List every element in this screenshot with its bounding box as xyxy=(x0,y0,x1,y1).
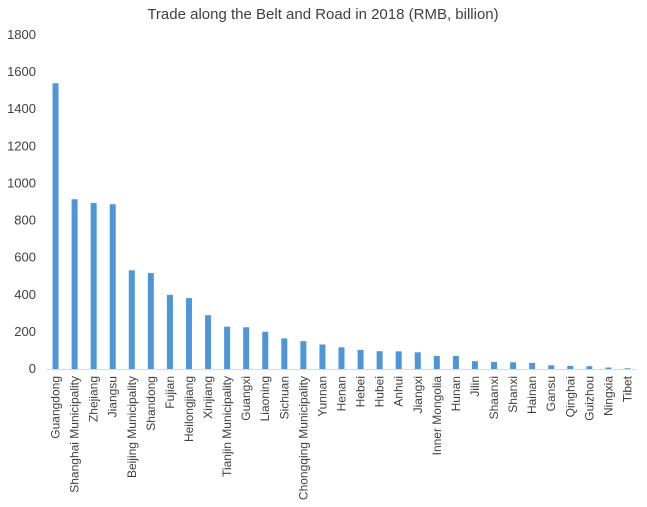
x-tick-label: Hunan xyxy=(449,376,463,411)
x-tick-label: Chongqing Municipality xyxy=(296,376,310,500)
bar xyxy=(433,356,440,369)
bar xyxy=(90,202,97,369)
bar xyxy=(300,341,307,369)
y-tick-label: 800 xyxy=(14,213,36,228)
bar xyxy=(567,365,574,369)
bar xyxy=(262,331,269,369)
y-tick-label: 1600 xyxy=(7,64,36,79)
bar xyxy=(624,368,631,369)
x-tick-label: Yunnan xyxy=(315,376,329,417)
bar xyxy=(529,362,536,369)
bar xyxy=(357,349,364,369)
bar xyxy=(52,83,59,370)
y-tick-label: 200 xyxy=(14,324,36,339)
bar xyxy=(452,356,459,369)
x-tick-label: Tibet xyxy=(620,375,634,402)
x-tick-label: Tianjin Municipality xyxy=(220,376,234,477)
x-tick-label: Xinjiang xyxy=(201,376,215,419)
bar xyxy=(166,294,173,369)
x-tick-label: Jilin xyxy=(468,376,482,397)
x-tick-label: Henan xyxy=(335,376,349,411)
x-tick-label: Shanghai Municipality xyxy=(68,376,82,493)
bar xyxy=(510,362,517,369)
bar xyxy=(243,327,250,369)
chart-title: Trade along the Belt and Road in 2018 (R… xyxy=(147,6,498,23)
x-tick-label: Anhui xyxy=(392,376,406,407)
bar xyxy=(147,273,154,369)
x-tick-label: Shanxi xyxy=(506,376,520,413)
y-axis: 0 200 400 600 800 1000 1200 1400 1600 1800 xyxy=(7,27,36,376)
bar xyxy=(491,361,498,369)
y-tick-label: 400 xyxy=(14,287,36,302)
bar xyxy=(109,204,116,369)
x-tick-label: Jiangxi xyxy=(411,376,425,413)
x-tick-label: Heilongjiang xyxy=(182,376,196,442)
y-tick-label: 1800 xyxy=(7,27,36,42)
bar xyxy=(128,270,135,369)
bar xyxy=(224,326,231,369)
bar xyxy=(605,367,612,369)
x-tick-label: Ningxia xyxy=(601,376,615,416)
y-tick-label: 1400 xyxy=(7,101,36,116)
bar xyxy=(471,361,478,369)
x-tick-label: Shaanxi xyxy=(487,376,501,419)
x-tick-label: Inner Mongolia xyxy=(430,376,444,456)
x-tick-label: Zhejiang xyxy=(87,376,101,422)
y-tick-label: 1000 xyxy=(7,175,36,190)
bar xyxy=(395,351,402,369)
x-tick-label: Hubei xyxy=(373,376,387,407)
x-tick-label: Gansu xyxy=(544,376,558,411)
x-tick-label: Hainan xyxy=(525,376,539,414)
bar xyxy=(185,298,192,369)
y-tick-label: 1200 xyxy=(7,138,36,153)
bar xyxy=(414,352,421,369)
x-tick-label: Guizhou xyxy=(582,376,596,421)
bar xyxy=(548,365,555,369)
bar xyxy=(205,315,212,369)
bar xyxy=(376,351,383,369)
x-tick-label: Guangxi xyxy=(239,376,253,421)
bars xyxy=(52,83,631,370)
x-tick-label: Hebei xyxy=(354,376,368,407)
x-tick-label: Jiangsu xyxy=(106,376,120,417)
bar xyxy=(338,347,345,369)
x-tick-label: Fujian xyxy=(163,376,177,409)
x-tick-label: Sichuan xyxy=(277,376,291,419)
x-tick-label: Qinghai xyxy=(563,376,577,417)
x-tick-label: Beijing Municipality xyxy=(125,376,139,478)
x-tick-label: Guangdong xyxy=(49,376,63,439)
x-axis: Guangdong Shanghai Municipality Zhejiang Ji… xyxy=(46,369,637,500)
y-tick-label: 0 xyxy=(29,361,36,376)
bar xyxy=(71,199,78,369)
x-tick-label: Liaoning xyxy=(258,376,272,421)
bar xyxy=(281,338,288,369)
bar xyxy=(586,366,593,369)
y-tick-label: 600 xyxy=(14,250,36,265)
bar xyxy=(319,344,326,369)
x-tick-label: Shandong xyxy=(144,376,158,431)
